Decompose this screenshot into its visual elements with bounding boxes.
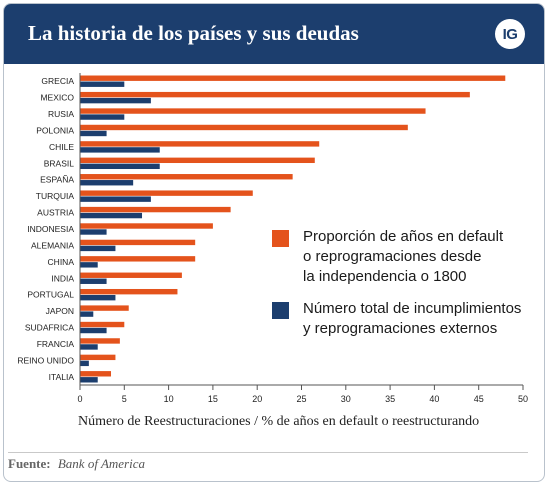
bar-defaults [80, 163, 160, 170]
bar-proportion [80, 256, 196, 262]
bar-defaults [80, 377, 98, 383]
bar-defaults [80, 262, 98, 268]
ig-logo: IG [495, 19, 525, 49]
category-label: FRANCIA [37, 339, 75, 349]
bar-proportion [80, 157, 315, 164]
category-label: CHINA [48, 257, 75, 267]
bar-proportion [80, 124, 408, 131]
bar-defaults [80, 114, 125, 120]
category-label: PORTUGAL [27, 290, 74, 300]
legend-label-proportion: Proporción de años en default o reprogra… [303, 228, 504, 285]
bar-proportion [80, 338, 120, 344]
x-tick-label: 20 [252, 394, 262, 404]
x-tick-label: 40 [429, 394, 439, 404]
bar-proportion [80, 239, 196, 246]
bar-defaults [80, 147, 160, 153]
x-tick-label: 25 [296, 394, 306, 404]
category-label: CHILE [49, 142, 74, 152]
bar-proportion [80, 91, 470, 98]
bar-defaults [80, 294, 116, 301]
category-label: REINO UNIDO [17, 355, 74, 365]
bar-proportion [80, 223, 213, 229]
x-tick-label: 5 [122, 394, 127, 404]
bar-defaults [80, 212, 143, 219]
category-label: ESPAÑA [40, 175, 74, 185]
bar-defaults [80, 97, 151, 104]
x-tick-label: 0 [77, 394, 82, 404]
category-label: GRECIA [41, 76, 74, 86]
bar-defaults [80, 180, 134, 186]
bar-proportion [80, 272, 182, 278]
bar-defaults [80, 360, 89, 367]
bar-defaults [80, 81, 125, 87]
category-label: INDONESIA [27, 224, 74, 234]
legend-swatch-navy [272, 302, 289, 319]
bar-defaults [80, 327, 107, 334]
source-line: Fuente: Bank of America [8, 452, 528, 472]
bar-proportion [80, 321, 125, 328]
category-label: SUDAFRICA [25, 323, 74, 333]
bar-proportion [80, 75, 506, 81]
x-tick-label: 50 [518, 394, 528, 404]
chart-title: La historia de los países y sus deudas [28, 21, 359, 45]
logo-text: IG [502, 25, 518, 43]
category-label: POLONIA [36, 125, 74, 135]
bar-proportion [80, 108, 426, 114]
x-tick-label: 30 [341, 394, 351, 404]
bar-defaults [80, 278, 107, 284]
category-label: JAPON [46, 306, 74, 316]
legend-swatch-orange [272, 230, 289, 247]
bar-defaults [80, 344, 98, 350]
x-axis-label: Número de Reestructuraciones / % de años… [78, 414, 480, 429]
bar-defaults [80, 130, 107, 137]
header-bar: La historia de los países y sus deudas I… [4, 4, 544, 64]
x-tick-label: 10 [164, 394, 174, 404]
category-label: ALEMANIA [31, 240, 74, 250]
x-tick-label: 45 [474, 394, 484, 404]
category-label: ITALIA [49, 372, 75, 382]
category-label: RUSIA [48, 109, 74, 119]
source-label: Fuente: [8, 456, 51, 471]
bar-proportion [80, 371, 112, 377]
x-tick-label: 15 [208, 394, 218, 404]
bar-proportion [80, 354, 116, 361]
bar-proportion [80, 141, 320, 147]
category-label: TURQUIA [36, 191, 75, 201]
bar-proportion [80, 305, 129, 311]
category-label: AUSTRIA [37, 208, 74, 218]
x-tick-label: 35 [385, 394, 395, 404]
legend-label-defaults: Número total de incumplimientos y reprog… [303, 300, 522, 337]
bar-defaults [80, 245, 116, 252]
bar-defaults [80, 196, 151, 202]
legend-item-defaults: Número total de incumplimientos y reprog… [272, 299, 542, 339]
bar-proportion [80, 206, 231, 213]
bar-defaults [80, 229, 107, 235]
bar-defaults [80, 311, 94, 317]
category-label: INDIA [51, 273, 74, 283]
bar-proportion [80, 288, 178, 295]
category-label: BRASIL [44, 158, 75, 168]
legend-item-proportion: Proporción de años en default o reprogra… [272, 227, 542, 287]
source-value: Bank of America [57, 456, 145, 471]
legend: Proporción de años en default o reprogra… [272, 227, 542, 351]
category-label: MEXICO [40, 93, 74, 103]
bar-proportion [80, 190, 253, 196]
bar-proportion [80, 174, 293, 180]
